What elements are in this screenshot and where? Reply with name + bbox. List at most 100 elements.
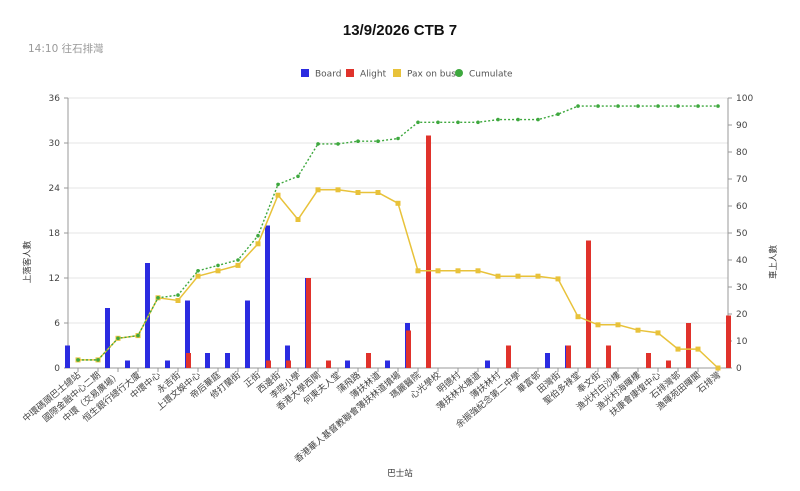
bar-board <box>225 353 230 368</box>
bar-alight <box>606 345 611 368</box>
bar-board <box>65 345 70 368</box>
point-cumulate <box>116 336 120 341</box>
point-pax-on-bus <box>195 273 201 279</box>
bar-alight <box>666 360 671 368</box>
bar-board <box>105 308 110 368</box>
bars <box>65 135 731 368</box>
point-cumulate <box>716 104 720 108</box>
y-left-tick-label: 18 <box>49 229 61 239</box>
point-cumulate <box>176 293 180 297</box>
point-pax-on-bus <box>455 268 461 274</box>
bar-board <box>245 300 250 368</box>
point-pax-on-bus <box>555 276 561 282</box>
bar-alight <box>726 315 731 368</box>
bar-alight <box>406 330 411 368</box>
x-axis-title: 巴士站 <box>387 468 413 479</box>
point-pax-on-bus <box>635 327 641 333</box>
point-cumulate <box>496 117 500 122</box>
y-right-tick-label: 50 <box>736 229 748 239</box>
point-pax-on-bus <box>355 190 361 195</box>
point-cumulate <box>256 233 260 238</box>
point-pax-on-bus <box>415 268 421 274</box>
bar-alight <box>186 353 191 368</box>
point-pax-on-bus <box>615 322 621 328</box>
point-pax-on-bus <box>335 187 341 193</box>
point-cumulate <box>396 136 400 141</box>
bar-board <box>285 345 290 368</box>
series-line-pax-on-bus <box>78 189 719 369</box>
point-cumulate <box>696 104 700 108</box>
point-cumulate <box>336 142 340 146</box>
point-cumulate <box>296 174 300 179</box>
point-pax-on-bus <box>535 273 541 279</box>
point-pax-on-bus <box>475 268 481 274</box>
point-pax-on-bus <box>655 330 661 336</box>
bar-board <box>545 353 550 368</box>
bar-alight <box>566 345 571 368</box>
bar-board <box>185 300 190 368</box>
point-pax-on-bus <box>255 241 261 247</box>
chart-title: 13/9/2026 CTB 7 <box>342 22 458 39</box>
chart-subtitle: 14:10 往石排灣 <box>28 43 104 55</box>
y-left-tick-label: 12 <box>49 274 60 284</box>
point-pax-on-bus <box>695 346 701 352</box>
point-pax-on-bus <box>675 346 681 352</box>
legend: Board Alight Pax on bus Cumulate <box>301 69 513 80</box>
point-pax-on-bus <box>175 298 181 303</box>
point-cumulate <box>556 112 560 116</box>
y-left-tick-label: 36 <box>49 94 61 104</box>
point-cumulate <box>316 142 320 146</box>
legend-label-pax-on-bus: Pax on bus <box>407 70 456 80</box>
y-right-tick-label: 20 <box>736 310 748 320</box>
legend-swatch-pax-on-bus <box>393 69 401 77</box>
x-tick-label: 石排灣 <box>695 369 723 396</box>
point-cumulate <box>136 333 140 338</box>
point-cumulate <box>376 139 380 143</box>
point-pax-on-bus <box>235 262 241 268</box>
bar-board <box>265 225 270 368</box>
y-left-tick-label: 30 <box>49 139 61 149</box>
bar-alight <box>506 345 511 368</box>
point-cumulate <box>636 104 640 108</box>
y-right-tick-label: 90 <box>736 121 748 131</box>
bar-alight <box>286 360 291 368</box>
y-right-tick-label: 30 <box>736 283 748 293</box>
bar-board <box>145 263 150 368</box>
bar-board <box>165 360 170 368</box>
bar-board <box>345 360 350 368</box>
y-right-tick-label: 100 <box>736 94 753 104</box>
point-pax-on-bus <box>315 187 321 193</box>
bar-alight <box>326 360 331 368</box>
point-cumulate <box>676 104 680 108</box>
point-cumulate <box>196 269 200 273</box>
point-cumulate <box>576 104 580 108</box>
point-cumulate <box>616 104 620 108</box>
point-pax-on-bus <box>595 322 601 328</box>
bar-alight <box>366 353 371 368</box>
point-cumulate <box>436 120 440 125</box>
point-cumulate <box>456 120 460 125</box>
point-cumulate <box>156 296 160 300</box>
point-pax-on-bus <box>395 200 401 206</box>
point-cumulate <box>276 182 280 187</box>
point-cumulate <box>76 358 80 362</box>
bar-alight <box>686 323 691 368</box>
y-right-tick-label: 70 <box>736 175 748 185</box>
legend-swatch-alight <box>346 69 354 77</box>
y-right-tick-label: 0 <box>736 364 742 374</box>
y-left-tick-label: 0 <box>54 364 60 374</box>
point-cumulate <box>356 139 360 143</box>
point-pax-on-bus <box>375 190 381 195</box>
point-cumulate <box>516 117 520 122</box>
point-pax-on-bus <box>495 273 501 279</box>
bar-board <box>485 360 490 368</box>
legend-swatch-cumulate <box>455 69 463 77</box>
point-cumulate <box>536 117 540 122</box>
bar-alight <box>426 135 431 368</box>
point-pax-on-bus <box>515 273 521 279</box>
bar-board <box>205 353 210 368</box>
y-left-tick-label: 6 <box>54 319 60 329</box>
y-right-tick-label: 60 <box>736 202 748 212</box>
legend-label-board: Board <box>315 70 341 80</box>
